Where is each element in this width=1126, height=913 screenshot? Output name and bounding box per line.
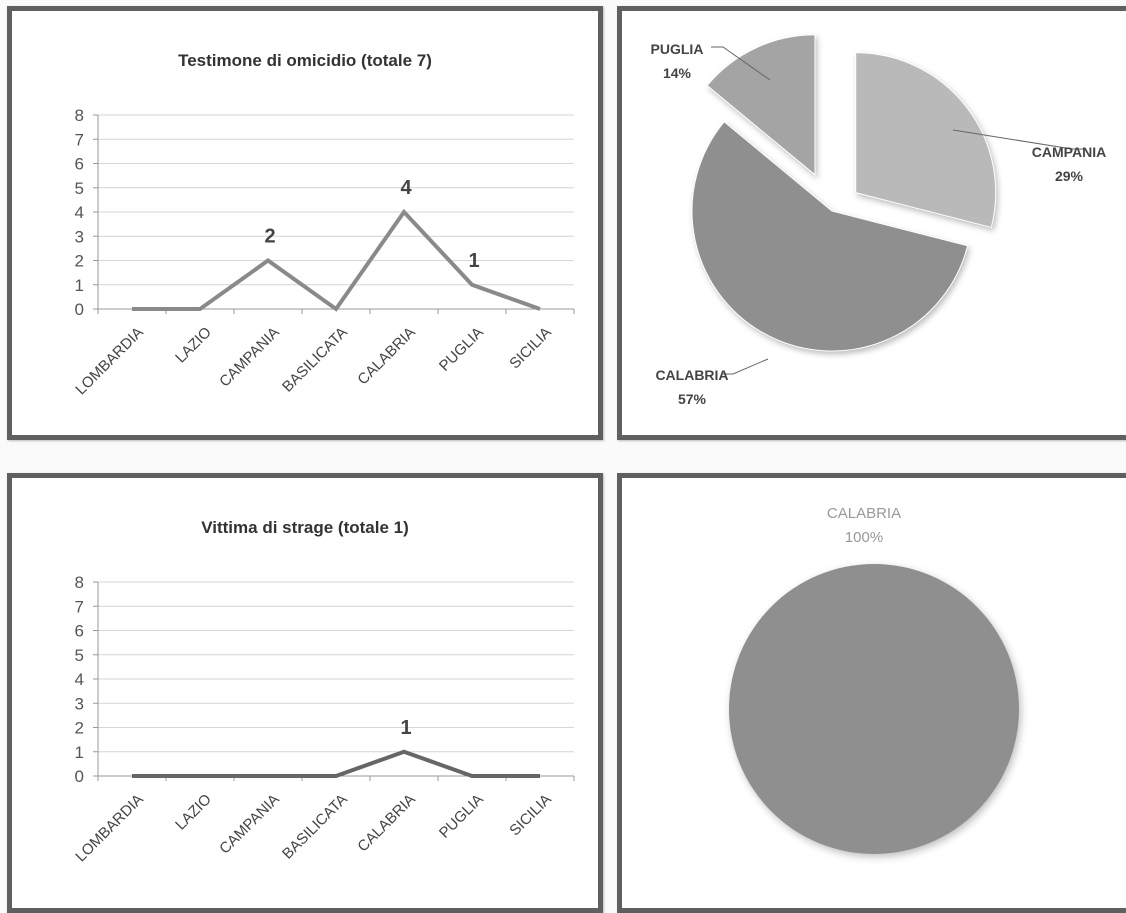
pie-slice <box>729 564 1019 854</box>
pie-label-name: PUGLIA <box>651 41 704 57</box>
pie-chart-vittima: CALABRIA 100% <box>622 478 1126 908</box>
y-tick-label: 7 <box>75 597 84 616</box>
pie-chart-testimone-panel: CAMPANIA 29% CALABRIA 57% PUGLIA 14% <box>617 6 1126 440</box>
x-category-label: SICILIA <box>506 791 555 840</box>
data-label: 1 <box>468 250 479 272</box>
chart-title: Vittima di strage (totale 1) <box>201 518 409 537</box>
pie-label-name: CAMPANIA <box>1032 144 1106 160</box>
x-category-label: PUGLIA <box>436 791 487 842</box>
pie-label-pct: 29% <box>1055 168 1084 184</box>
pie-label-pct: 14% <box>663 65 692 81</box>
pie-label-pct: 57% <box>678 391 707 407</box>
x-category-label: PUGLIA <box>436 324 487 375</box>
y-tick-label: 2 <box>75 719 84 738</box>
pie-chart-vittima-panel: CALABRIA 100% <box>617 473 1126 913</box>
y-tick-label: 5 <box>75 646 84 665</box>
line-chart-testimone: Testimone di omicidio (totale 7) 0 1 2 3 4 5 6… <box>12 11 598 435</box>
x-category-label: CAMPANIA <box>216 324 283 391</box>
y-tick-label: 3 <box>75 227 84 246</box>
data-label: 1 <box>400 717 411 739</box>
y-tick-label: 6 <box>75 155 84 174</box>
y-tick-label: 5 <box>75 179 84 198</box>
y-tick-label: 1 <box>75 276 84 295</box>
x-category-label: LAZIO <box>172 791 215 834</box>
series-line <box>132 752 540 776</box>
y-tick-label: 1 <box>75 743 84 762</box>
y-tick-label: 2 <box>75 252 84 271</box>
y-tick-label: 4 <box>75 203 84 222</box>
pie-slice <box>856 53 996 228</box>
x-category-label: CALABRIA <box>354 324 418 388</box>
y-tick-label: 8 <box>75 106 84 125</box>
x-category-label: LOMBARDIA <box>72 324 147 399</box>
line-chart-testimone-panel: Testimone di omicidio (totale 7) 0 1 2 3 4 5 6… <box>7 6 603 440</box>
x-category-label: BASILICATA <box>279 324 351 396</box>
x-category-label: LAZIO <box>172 324 215 367</box>
y-tick-label: 0 <box>75 300 84 319</box>
y-tick-label: 8 <box>75 573 84 592</box>
line-chart-vittima: Vittima di strage (totale 1) 0 1 2 3 4 5 6 7 8 LO… <box>12 478 598 908</box>
x-category-label: CAMPANIA <box>216 791 283 858</box>
data-label: 4 <box>400 177 412 199</box>
x-category-label: LOMBARDIA <box>72 791 147 866</box>
x-category-label: BASILICATA <box>279 791 351 863</box>
pie-label-name: CALABRIA <box>655 367 728 383</box>
y-tick-label: 0 <box>75 767 84 786</box>
y-tick-label: 4 <box>75 670 84 689</box>
pie-label-name: CALABRIA <box>827 505 901 522</box>
y-tick-label: 3 <box>75 694 84 713</box>
x-category-label: SICILIA <box>506 324 555 373</box>
y-tick-label: 7 <box>75 130 84 149</box>
pie-label-pct: 100% <box>845 529 883 546</box>
pie-chart-testimone: CAMPANIA 29% CALABRIA 57% PUGLIA 14% <box>622 11 1126 435</box>
x-category-label: CALABRIA <box>354 791 418 855</box>
y-tick-label: 6 <box>75 622 84 641</box>
chart-title: Testimone di omicidio (totale 7) <box>178 51 432 70</box>
data-label: 2 <box>264 226 275 248</box>
line-chart-vittima-panel: Vittima di strage (totale 1) 0 1 2 3 4 5 6 7 8 LO… <box>7 473 603 913</box>
